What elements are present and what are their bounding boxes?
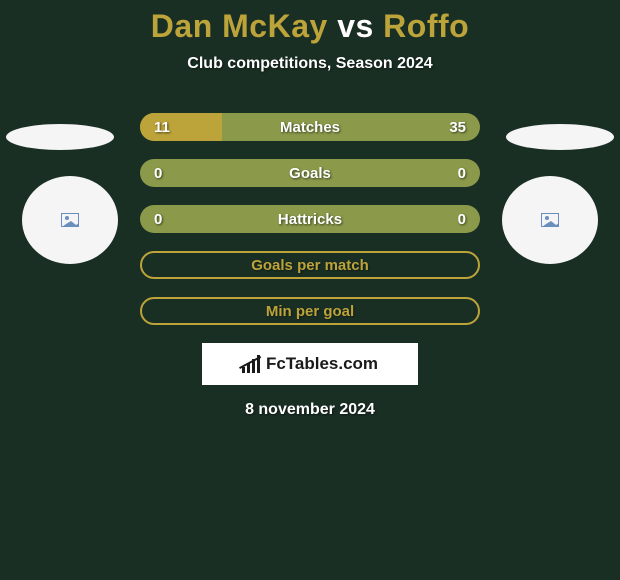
player1-name: Dan McKay [151, 8, 328, 44]
comparison-card: Dan McKay vs Roffo Club competitions, Se… [0, 0, 620, 580]
stat-value-right: 0 [458, 211, 466, 228]
stat-value-right: 35 [449, 119, 466, 136]
player1-avatar-placeholder [22, 176, 118, 264]
stat-label: Goals per match [142, 257, 478, 274]
stat-label: Min per goal [142, 303, 478, 320]
vs-text: vs [337, 8, 374, 44]
stat-row-goals: 0Goals0 [140, 159, 480, 187]
stat-label: Hattricks [140, 211, 480, 228]
decor-ellipse-right [506, 124, 614, 150]
date-text: 8 november 2024 [0, 401, 620, 419]
stat-label: Matches [140, 119, 480, 136]
brand-chart-icon [242, 355, 262, 373]
subtitle: Club competitions, Season 2024 [0, 55, 620, 73]
player2-avatar-placeholder [502, 176, 598, 264]
stat-label: Goals [140, 165, 480, 182]
stat-value-right: 0 [458, 165, 466, 182]
brand-text: FcTables.com [266, 354, 378, 374]
page-title: Dan McKay vs Roffo [0, 8, 620, 45]
stat-row-goals-per-match: Goals per match [140, 251, 480, 279]
stat-row-hattricks: 0Hattricks0 [140, 205, 480, 233]
branding-badge[interactable]: FcTables.com [202, 343, 418, 385]
image-icon [61, 213, 79, 227]
stat-row-matches: 11Matches35 [140, 113, 480, 141]
stat-row-min-per-goal: Min per goal [140, 297, 480, 325]
image-icon [541, 213, 559, 227]
player2-name: Roffo [383, 8, 469, 44]
decor-ellipse-left [6, 124, 114, 150]
